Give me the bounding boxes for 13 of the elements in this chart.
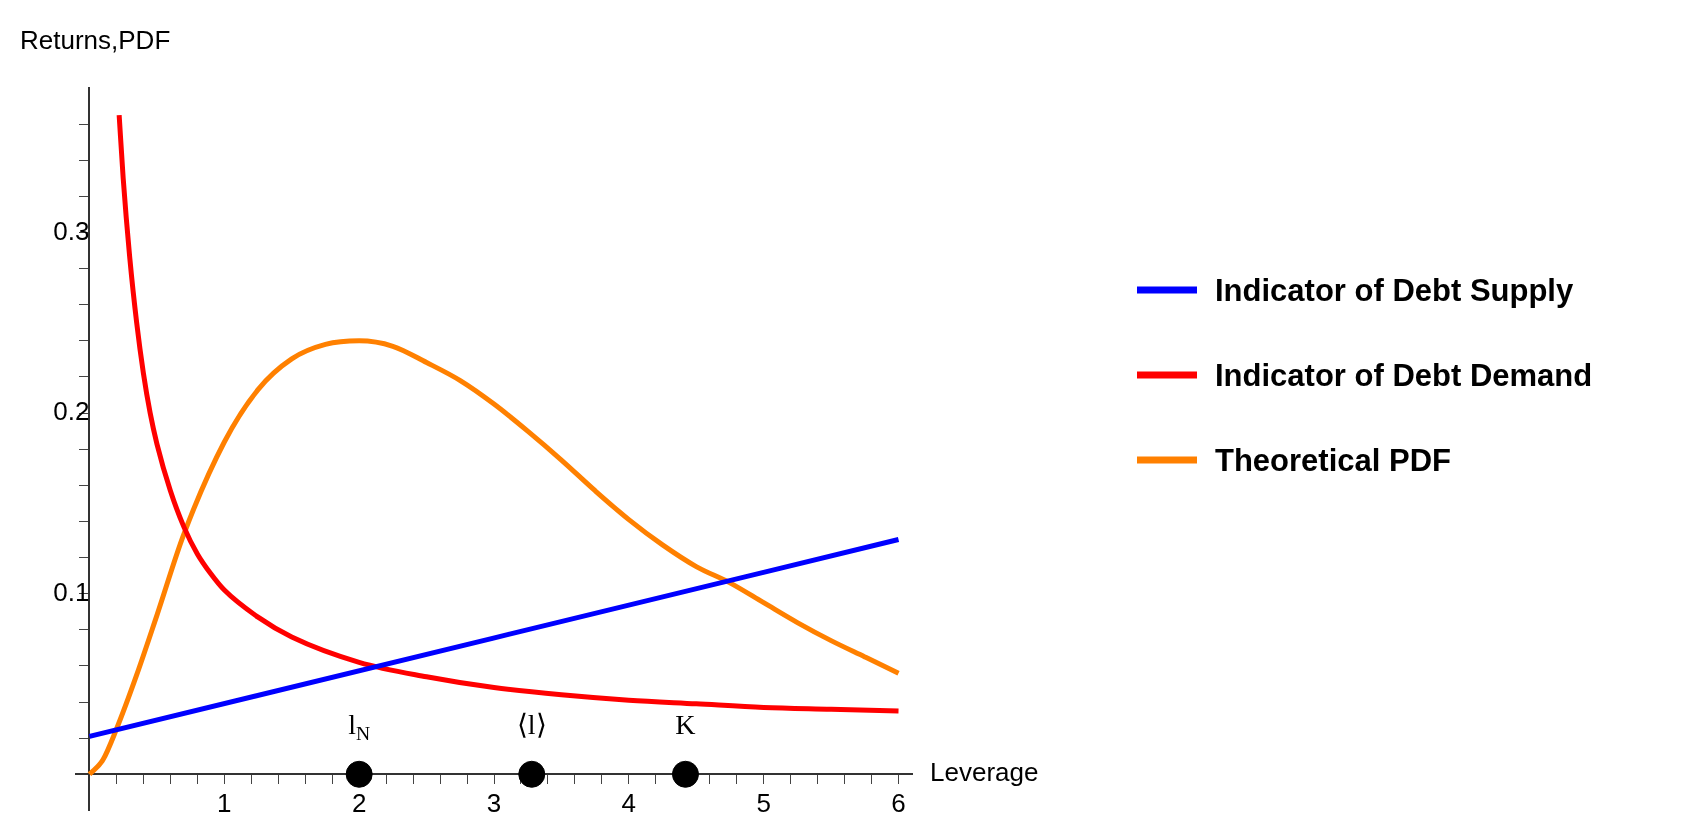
legend-label: Indicator of Debt Demand [1215,357,1593,393]
x-tick-label: 5 [756,788,771,819]
annotation: K [675,708,696,740]
legend-label: Theoretical PDF [1215,442,1451,478]
x-tick-label: 2 [351,788,367,819]
y-axis-title: Returns,PDF [20,25,171,56]
x-tick-label: 6 [891,788,906,819]
x-axis-title: Leverage [930,757,1039,788]
x-tick-label: 3 [486,788,502,819]
legend-label: Indicator of Debt Supply [1215,272,1574,308]
x-tick-label: 4 [621,788,637,819]
x-tick-label: 1 [217,788,232,819]
annotation: ⟨l⟩ [516,708,547,740]
